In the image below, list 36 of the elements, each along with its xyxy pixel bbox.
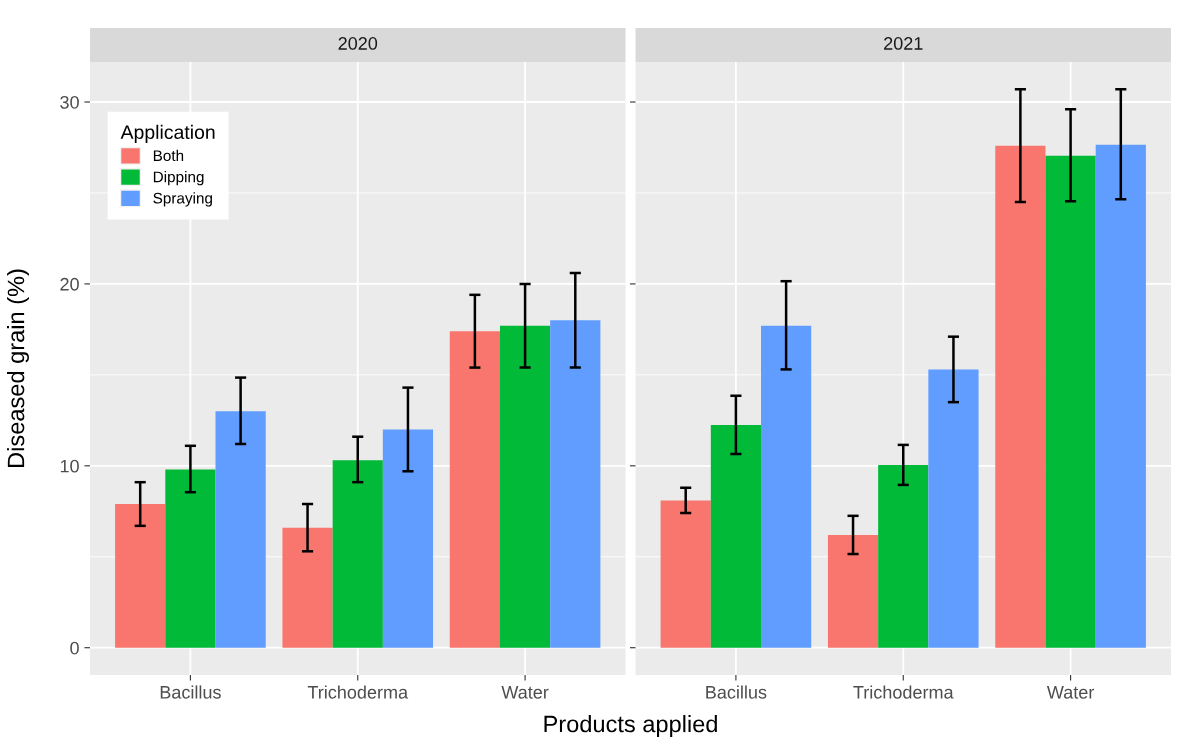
chart-title: 2021 <box>884 37 923 50</box>
bar <box>995 145 1046 648</box>
y-tick-label: 30 <box>60 95 79 109</box>
bar <box>1045 155 1096 648</box>
x-tick-label: Trichoderma <box>307 685 409 699</box>
x-tick-label: Bacillus <box>160 685 221 699</box>
bar <box>215 411 266 648</box>
bar <box>382 429 434 648</box>
y-tick-label: 0 <box>70 641 79 655</box>
x-tick-label: Water <box>501 686 549 699</box>
bar <box>499 325 551 648</box>
legend-label: Both <box>153 149 184 162</box>
bar <box>282 527 333 648</box>
bar <box>761 325 812 648</box>
bar <box>928 369 979 648</box>
bar <box>115 504 166 648</box>
legend-title: Application <box>120 124 215 143</box>
y-axis-title: Diseased grain (%) <box>7 269 29 467</box>
legend-label: Spraying <box>153 192 212 207</box>
bar <box>332 460 383 648</box>
y-tick-label: 10 <box>60 459 79 473</box>
bar <box>660 500 711 648</box>
legend-label: Dipping <box>153 171 204 186</box>
bar <box>165 469 216 648</box>
x-tick-label: Trichoderma <box>853 685 954 699</box>
bar <box>878 464 929 648</box>
bar <box>550 320 601 648</box>
x-tick-label: Bacillus <box>706 685 767 699</box>
x-tick-label: Water <box>1046 686 1095 699</box>
bar <box>449 331 500 648</box>
y-tick-label: 20 <box>60 277 79 291</box>
chart-title: 2020 <box>338 37 378 50</box>
bar <box>827 534 879 648</box>
bar <box>1095 144 1146 648</box>
bar <box>710 424 762 648</box>
x-axis-title: Products applied <box>544 714 717 738</box>
